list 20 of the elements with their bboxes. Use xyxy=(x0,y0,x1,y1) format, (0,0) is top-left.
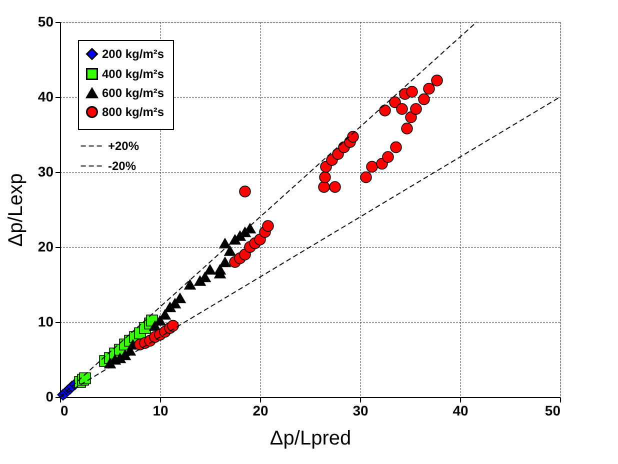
legend-label: 200 kg/m²s xyxy=(102,47,164,61)
x-tick-label: 30 xyxy=(352,402,368,418)
y-tick-label: 50 xyxy=(38,14,54,30)
x-tick-label: 20 xyxy=(252,402,268,418)
legend-label: 600 kg/m²s xyxy=(102,86,164,100)
x-tick-label: 40 xyxy=(452,402,468,418)
legend-label: 400 kg/m²s xyxy=(102,67,164,81)
y-tick-label: 40 xyxy=(38,88,54,104)
legend-label: -20% xyxy=(108,159,136,173)
legend-label: +20% xyxy=(108,139,140,153)
legend-label: 800 kg/m²s xyxy=(102,105,164,119)
x-axis-title: Δp/Lpred xyxy=(270,428,352,450)
y-tick-label: 0 xyxy=(46,388,54,404)
x-tick-label: 10 xyxy=(152,402,168,418)
y-axis-title: Δp/Lexp xyxy=(4,173,27,247)
y-tick-label: 10 xyxy=(38,314,54,330)
x-tick-label: 0 xyxy=(60,402,68,418)
y-tick-label: 30 xyxy=(38,164,54,180)
y-tick-label: 20 xyxy=(38,238,54,254)
x-tick-label: 50 xyxy=(544,402,561,418)
